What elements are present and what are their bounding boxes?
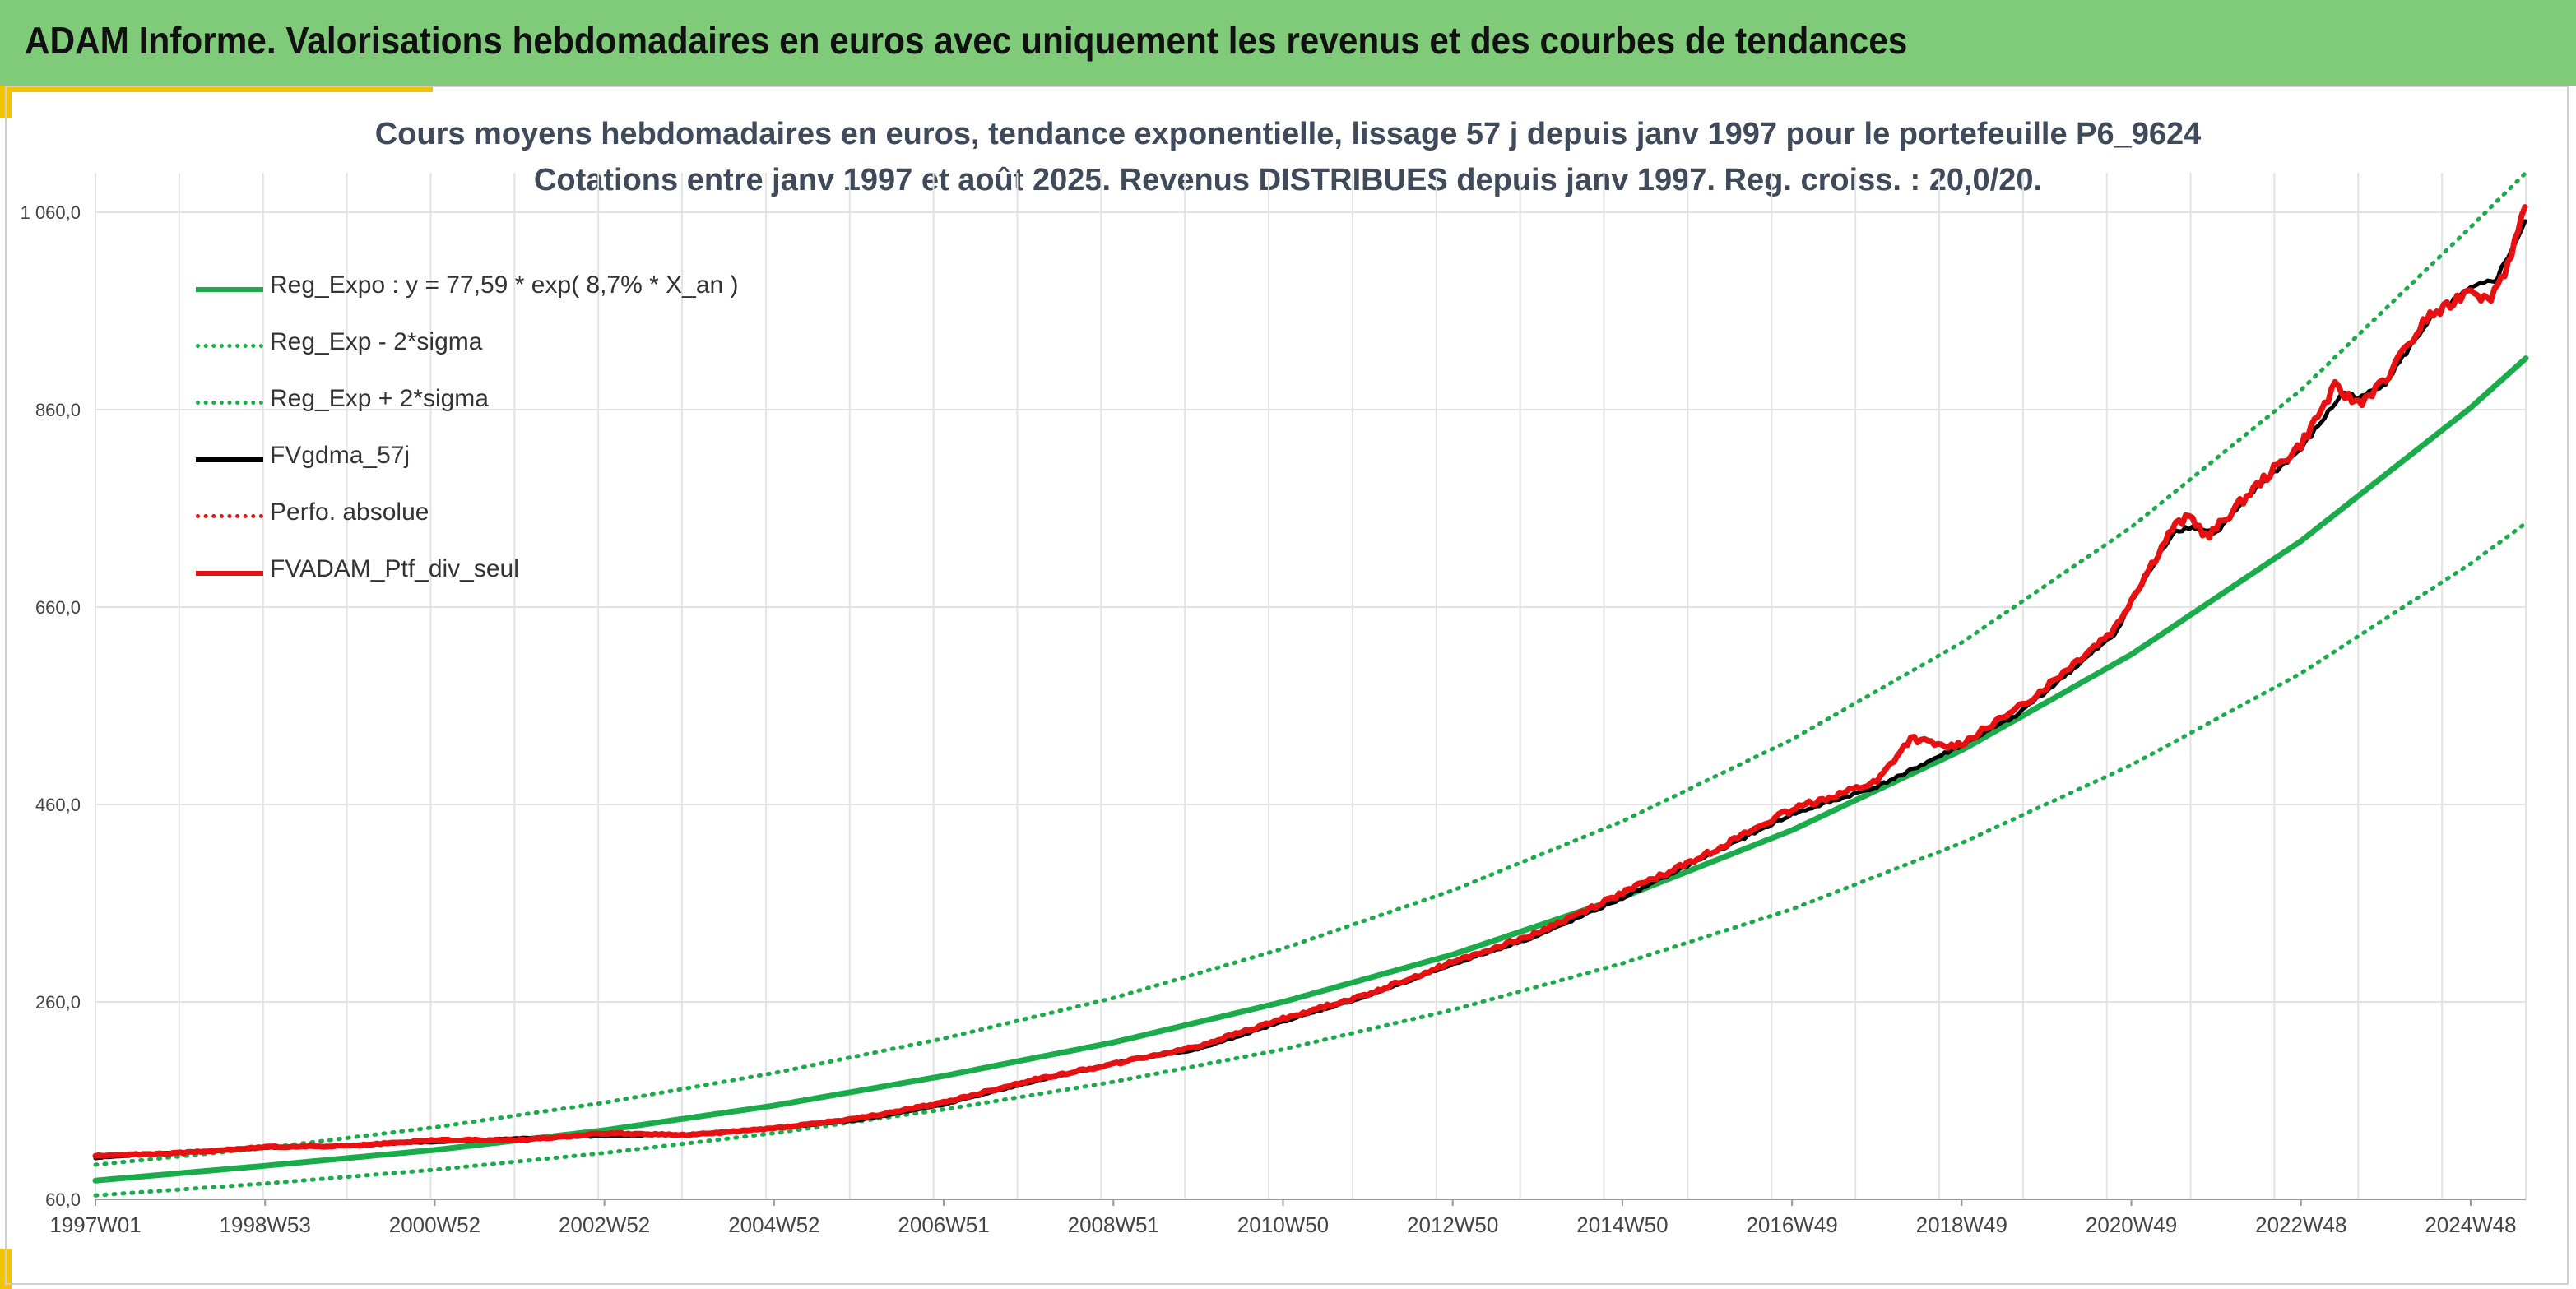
- legend-label: Reg_Expo : y = 77,59 * exp( 8,7% * X_an …: [270, 271, 739, 299]
- chart-series: [92, 170, 2529, 1198]
- x-tick-label: 2010W50: [1237, 1212, 1329, 1237]
- series-line-fvgdma-57j: [93, 219, 2527, 1161]
- legend-swatch: [196, 514, 263, 518]
- x-tick-label: 2002W52: [559, 1212, 650, 1237]
- x-tick-label: 1998W53: [220, 1212, 311, 1237]
- y-tick-label: 660,0: [35, 597, 81, 618]
- legend-label: Perfo. absolue: [270, 498, 429, 526]
- y-tick-label: 60,0: [45, 1189, 81, 1210]
- legend-label: FVgdma_57j: [270, 442, 411, 469]
- series-line-reg-expo-y-77-59-exp-8-7-x-an: [92, 355, 2529, 1184]
- legend-item: FVADAM_Ptf_div_seul: [196, 555, 821, 588]
- legend-label: Reg_Exp - 2*sigma: [270, 328, 483, 355]
- legend-swatch: [196, 571, 263, 576]
- x-tick-label: 2004W52: [728, 1212, 819, 1237]
- legend-item: Perfo. absolue: [196, 498, 821, 531]
- x-tick-label: 2006W51: [898, 1212, 989, 1237]
- legend-swatch: [196, 457, 263, 462]
- chart-frame: [5, 86, 2569, 1285]
- x-axis-ticks: 1997W01 1998W53 2000W52 2002W52 2004W52 2006W…: [49, 1199, 2517, 1237]
- y-axis-ticks: 60,0 260,0 460,0 660,0 860,0 1 060,0: [21, 202, 81, 1210]
- series-line-reg-exp-2-sigma: [93, 521, 2528, 1198]
- x-tick-label: 2024W48: [2425, 1212, 2516, 1237]
- x-tick-label: 1997W01: [49, 1212, 141, 1237]
- legend-item: FVgdma_57j: [196, 442, 821, 475]
- series-line-reg-exp-2-sigma: [93, 170, 2528, 1167]
- y-tick-label: 260,0: [35, 992, 81, 1013]
- page-title: ADAM Informe. Valorisations hebdomadaire…: [25, 19, 1908, 62]
- x-tick-label: 2012W50: [1407, 1212, 1498, 1237]
- y-tick-label: 1 060,0: [21, 202, 81, 223]
- y-tick-label: 860,0: [35, 400, 81, 420]
- legend-swatch: [196, 401, 263, 405]
- x-tick-label: 2016W49: [1746, 1212, 1837, 1237]
- y-tick-label: 460,0: [35, 795, 81, 815]
- chart-subtitle: Cotations entre janv 1997 et août 2025. …: [533, 163, 2043, 197]
- legend-label: FVADAM_Ptf_div_seul: [270, 555, 519, 582]
- legend-swatch: [196, 344, 263, 348]
- x-tick-label: 2008W51: [1068, 1212, 1159, 1237]
- x-tick-label: 2014W50: [1576, 1212, 1668, 1237]
- x-tick-label: 2018W49: [1916, 1212, 2007, 1237]
- accent-stripe-top: [0, 86, 433, 92]
- x-tick-label: 2020W49: [2086, 1212, 2177, 1237]
- legend-swatch: [196, 287, 263, 292]
- series-line-fvadam-ptf-div-seul: [92, 204, 2528, 1159]
- x-tick-label: 2000W52: [389, 1212, 480, 1237]
- legend-item: Reg_Expo : y = 77,59 * exp( 8,7% * X_an …: [196, 271, 821, 304]
- chart-grid: [95, 173, 2527, 1200]
- legend-label: Reg_Exp + 2*sigma: [270, 385, 489, 412]
- header-bar: [0, 0, 2576, 86]
- chart-title: Cours moyens hebdomadaires en euros, ten…: [374, 117, 2202, 151]
- legend-item: Reg_Exp + 2*sigma: [196, 385, 821, 418]
- x-tick-label: 2022W48: [2255, 1212, 2346, 1237]
- legend-item: Reg_Exp - 2*sigma: [196, 328, 821, 361]
